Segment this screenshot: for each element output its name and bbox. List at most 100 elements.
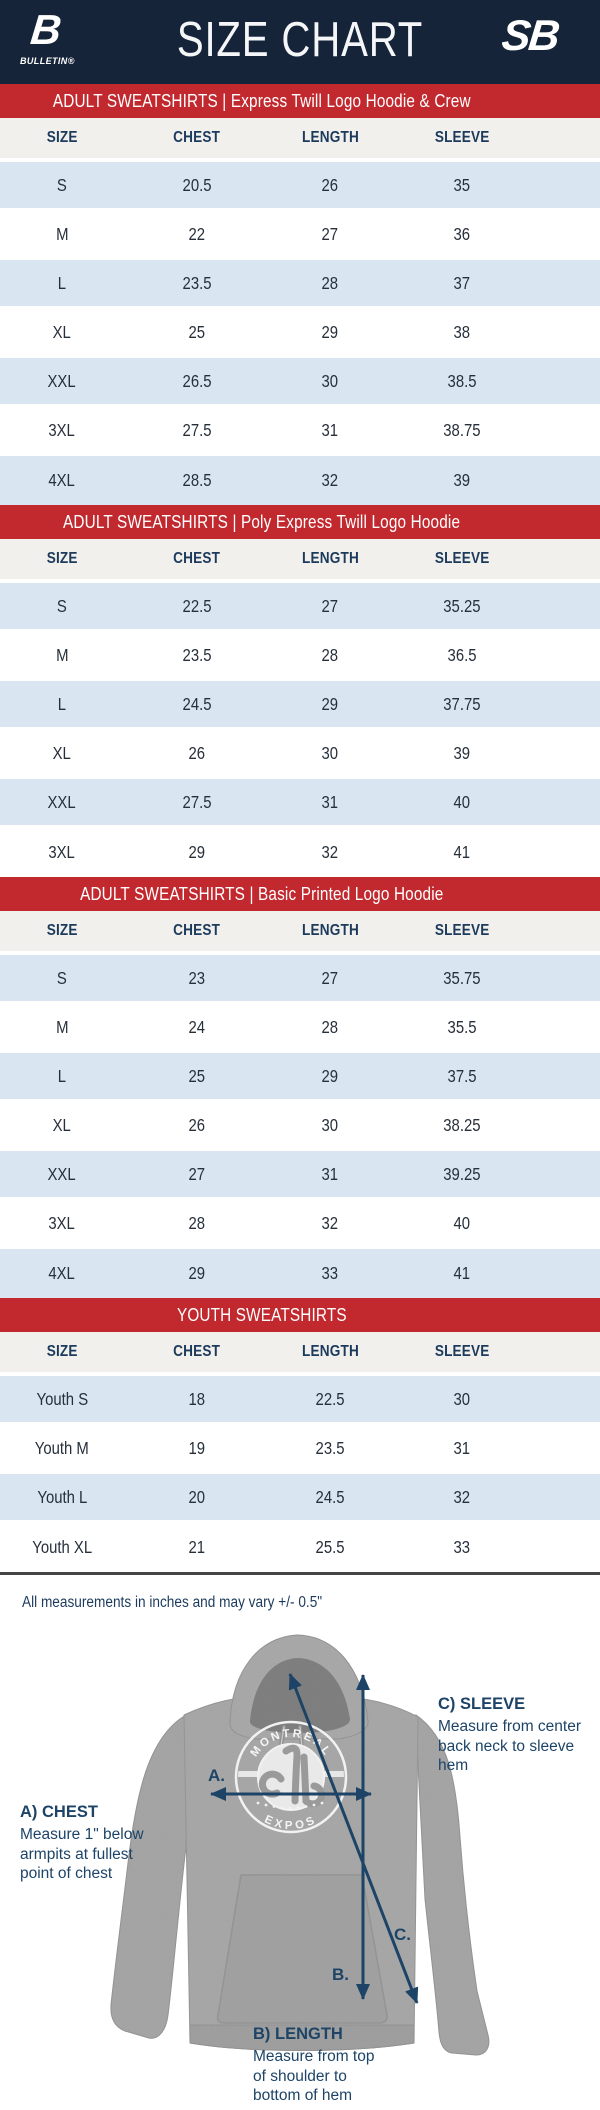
table-cell: 29 [321,693,339,714]
table-cell: 4XL [48,1263,76,1283]
table-row: L 23.5 28 37 [0,260,600,309]
table-cell: 38 [453,321,471,342]
sb-logo: SB [498,9,594,66]
column-header: CHEST [173,550,221,567]
column-header: SLEEVE [434,129,490,146]
table-cell: 3XL [48,419,76,440]
table-cell: 24.5 [182,693,212,714]
table-cell: 35.25 [443,595,481,616]
table-banner: ADULT SWEATSHIRTS | Poly Express Twill L… [0,505,600,539]
column-header: SIZE [46,1343,78,1360]
measurement-arrows [210,1673,419,2004]
table-row: L 24.5 29 37.75 [0,681,600,730]
table-cell: 27 [321,223,339,244]
table-cell: XL [52,1114,72,1135]
size-table-3: YOUTH SWEATSHIRTS SIZE CHEST LENGTH SLEEVE Yo… [0,1298,600,1572]
column-header: LENGTH [301,1343,359,1360]
table-cell: M [55,644,69,665]
table-cell: M [55,223,69,244]
table-cell: 36 [453,223,471,244]
table-cell: 28 [321,272,339,293]
table-cell: Youth L [37,1486,87,1507]
table-cell: 22 [188,223,206,244]
measurement-footnote: All measurements in inches and may vary … [22,1594,323,1611]
header-bar: B BULLETIN® SIZE CHART SB [0,0,600,84]
table-cell: 23.5 [315,1437,345,1458]
table-row: XXL 27.5 31 40 [0,779,600,828]
hoodie-diagram: MONTRÉAL EXPOS [110,1634,490,2056]
table-cell: 19 [188,1437,206,1458]
table-cell: 41 [453,1263,471,1283]
table-cell: 35.5 [447,1016,477,1037]
table-cell: 40 [453,1212,471,1233]
table-cell: 35 [453,174,471,195]
table-row: XXL 27 31 39.25 [0,1151,600,1200]
table-cell: 30 [453,1388,471,1409]
column-header: SIZE [46,550,78,567]
table-cell: S [57,174,67,195]
table-cell: 31 [321,791,339,812]
table-cell: S [57,595,67,616]
table-row: M 24 28 35.5 [0,1004,600,1053]
table-row: 3XL 28 32 40 [0,1200,600,1249]
table-cell: Youth S [36,1388,88,1409]
size-table-2: ADULT SWEATSHIRTS | Basic Printed Logo H… [0,877,600,1298]
table-row: M 22 27 36 [0,211,600,260]
table-cell: 22.5 [182,595,212,616]
table-cell: 24.5 [315,1486,345,1507]
table-cell: 22.5 [315,1388,345,1409]
size-tables: ADULT SWEATSHIRTS | Express Twill Logo H… [0,84,600,1572]
column-header: CHEST [173,1343,221,1360]
table-cell: 24 [188,1016,206,1037]
arrow-label-c: C. [394,1925,411,1944]
table-cell: 26 [188,742,206,763]
table-row: XL 26 30 38.25 [0,1102,600,1151]
table-cell: 26 [188,1114,206,1135]
table-cell: 35.75 [443,967,481,988]
arrow-label-a: A. [208,1766,225,1785]
column-header: LENGTH [301,550,359,567]
column-header: SLEEVE [434,1343,490,1360]
table-cell: 20 [188,1486,206,1507]
table-cell: 32 [321,1212,339,1233]
table-row: 3XL 29 32 41 [0,828,600,877]
column-header: CHEST [173,922,221,939]
table-cell: 29 [321,321,339,342]
table-cell: 29 [321,1065,339,1086]
table-row: S 23 27 35.75 [0,955,600,1004]
table-cell: 32 [453,1486,471,1507]
table-row: Youth S 18 22.5 30 [0,1376,600,1425]
table-cell: 41 [453,842,471,862]
table-row: 3XL 27.5 31 38.75 [0,407,600,456]
table-cell: 27 [321,967,339,988]
table-cell: 40 [453,791,471,812]
table-cell: 27.5 [182,791,212,812]
table-cell: L [57,1065,67,1086]
table-banner: YOUTH SWEATSHIRTS [0,1298,600,1332]
table-cell: 21 [188,1537,206,1557]
table-cell: 38.25 [443,1114,481,1135]
measurement-diagram-section: All measurements in inches and may vary … [0,1572,600,2110]
chest-annotation: A) CHEST Measure 1" below armpits at ful… [20,1803,144,1882]
table-cell: 38.75 [443,419,481,440]
table-cell: 27.5 [182,419,212,440]
table-cell: 33 [453,1537,471,1557]
table-cell: 39.25 [443,1163,481,1184]
table-cell: S [57,967,67,988]
column-header: SLEEVE [434,550,490,567]
table-cell: 31 [321,419,339,440]
table-cell: 37.5 [447,1065,477,1086]
table-cell: Youth M [34,1437,90,1458]
table-cell: 30 [321,742,339,763]
table-cell: XXL [47,370,77,391]
table-cell: 29 [188,1263,206,1283]
table-row: Youth XL 21 25.5 33 [0,1523,600,1572]
table-row: M 23.5 28 36.5 [0,632,600,681]
table-cell: 28.5 [182,470,212,490]
page-title: SIZE CHART [176,12,424,67]
table-cell: 30 [321,1114,339,1135]
table-cell: 36.5 [447,644,477,665]
table-header-row: SIZE CHEST LENGTH SLEEVE [0,911,600,955]
table-cell: L [57,693,67,714]
